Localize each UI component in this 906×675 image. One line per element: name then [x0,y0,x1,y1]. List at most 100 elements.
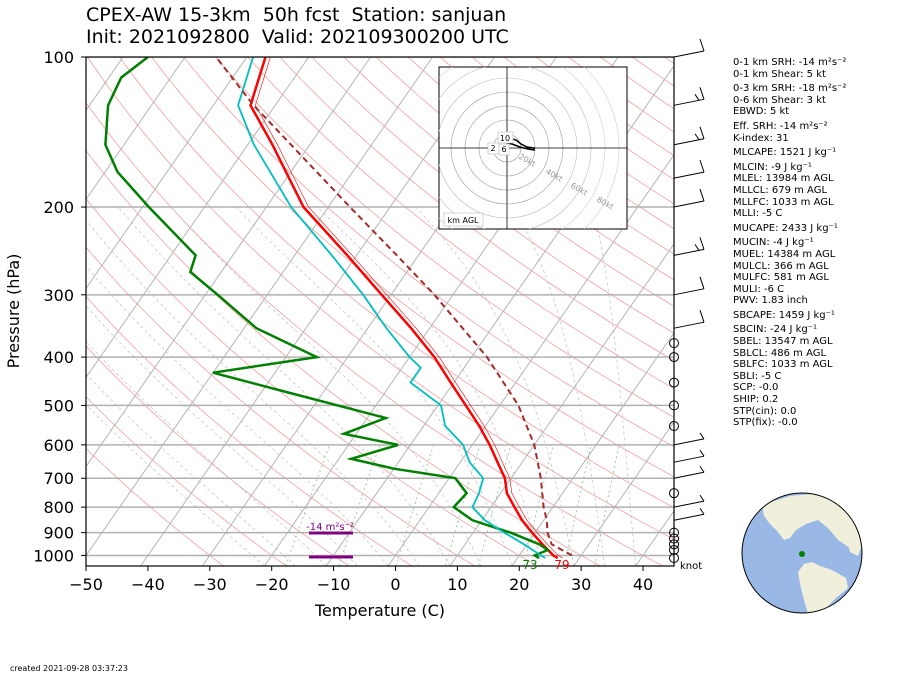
moist-adiabat [592,206,637,566]
isotherm [86,57,310,379]
y-tick-label: 700 [43,469,74,488]
background-lines [86,57,674,566]
wind-barb-staff [673,200,705,208]
hodo-height-10: 10 [500,134,510,143]
wind-calm-circle [669,544,679,555]
mixing-ratio-line [285,444,331,566]
chart-title: CPEX-AW 15-3km 50h fcst Station: sanjuan… [86,4,509,48]
wind-calm-circle [669,338,679,349]
surface-dewpoint-label: 73 [522,558,537,572]
param-muli: MULI: -6 C [733,283,785,295]
x-tick-label: −40 [131,575,165,594]
wind-barb-staff [673,98,705,106]
param-stp-cin: STP(cin): 0.0 [733,405,797,417]
wind-barb-staff [673,438,705,446]
dry-adiabat [86,149,601,566]
x-tick-label: 10 [447,575,467,594]
wind-barbs [669,38,705,564]
wind-unit-label: knot [680,561,702,572]
mixing-ratio-line [478,444,512,566]
param-sblcl: SBLCL: 486 m AGL [733,347,827,359]
wind-barb-staff [673,513,705,521]
station-marker [799,551,805,557]
param-mlel: MLEL: 13984 m AGL [733,173,834,185]
hodo-height-6: 6 [501,145,506,154]
wind-calm-circle [669,533,679,544]
wind-calm-circle [669,352,679,363]
title-line-2: Init: 2021092800 Valid: 202109300200 UTC [86,26,509,48]
param-mllcl: MLLCL: 679 m AGL [733,184,828,196]
x-tick-label: 40 [633,575,653,594]
y-tick-label: 1000 [33,546,74,565]
wind-barb-flag [694,244,700,251]
dry-adiabat [119,57,674,509]
dry-adiabat [86,396,287,566]
parcel-profile [215,57,573,557]
wind-barb-flag [699,432,705,440]
wind-barb-flag [699,465,705,473]
param-ebwd: EBWD: 5 kt [733,106,790,118]
isotherm [511,332,674,566]
dry-adiabat [279,57,674,362]
x-tick-label: −30 [193,575,227,594]
param-sbcape: SBCAPE: 1459 J kg⁻¹ [733,309,835,321]
location-globe [741,492,863,614]
mixing-ratio-line [594,444,620,566]
dry-adiabat [215,57,674,418]
isobars [86,57,674,557]
wind-barb-staff [673,138,705,146]
hodo-km-agl-label: km AGL [448,216,480,225]
param-sbel: SBEL: 13547 m AGL [733,336,833,348]
param-mlli: MLLI: -5 C [733,208,783,220]
param-muel: MUEL: 14384 m AGL [733,248,836,260]
param-sbli: SBLI: -5 C [733,370,782,382]
param-mlcin: MLCIN: -9 J kg⁻¹ [733,161,812,173]
hodograph-inset: 20kt 40kt 60kt 80kt 10 2 6 km AGL [438,66,628,230]
wind-barb-flag [699,449,705,457]
isotherm [86,57,434,557]
wind-calm-circle [669,488,679,499]
wind-barb-flag [694,94,700,101]
isotherm [86,57,186,201]
param-srh-0-3: 0-3 km SRH: -18 m²s⁻² [733,83,847,95]
wind-barb-flag [699,507,705,515]
moist-adiabat [170,206,482,566]
moist-adiabat [86,219,420,566]
srh-label: -14 m²s⁻² [306,522,354,533]
wind-barb-staff [673,455,705,463]
wetbulb-profile [237,57,546,559]
y-tick-label: 100 [43,48,74,67]
wind-barb-staff [673,321,705,329]
moist-adiabat [86,265,389,566]
hodograph-trace [506,137,535,151]
param-eff-srh: Eff. SRH: -14 m²s⁻² [733,120,828,132]
profiles [104,57,573,560]
mixing-ratio-line [338,444,381,566]
wind-barb-staff [673,471,705,479]
mixing-ratio-line [523,444,554,566]
isotherm [140,57,495,566]
hodo-height-2: 2 [490,144,495,153]
y-tick-label: 600 [43,436,74,455]
wind-calm-circle [669,527,679,538]
wind-barb-flag [699,87,705,100]
title-line-1: CPEX-AW 15-3km 50h fcst Station: sanjuan [86,4,507,26]
x-tick-label: −10 [317,575,351,594]
param-scp: SCP: -0.0 [733,382,779,394]
wind-barb-staff [673,171,705,179]
dry-adiabat [343,57,674,307]
isotherm [449,243,674,566]
param-mulfc: MULFC: 581 m AGL [733,272,829,284]
wind-barb-flag [699,126,705,139]
plot-frame [85,56,675,567]
param-mllfc: MLLFC: 1033 m AGL [733,196,834,208]
dry-adiabat [86,295,413,566]
param-stp-fix: STP(fix): -0.0 [733,417,798,429]
wind-barb-flag [699,494,705,502]
y-tick-label: 300 [43,286,74,305]
temperature-profile [249,57,559,560]
surface-temperature-label: 79 [554,558,569,572]
y-axis-label: Pressure (hPa) [4,254,23,369]
